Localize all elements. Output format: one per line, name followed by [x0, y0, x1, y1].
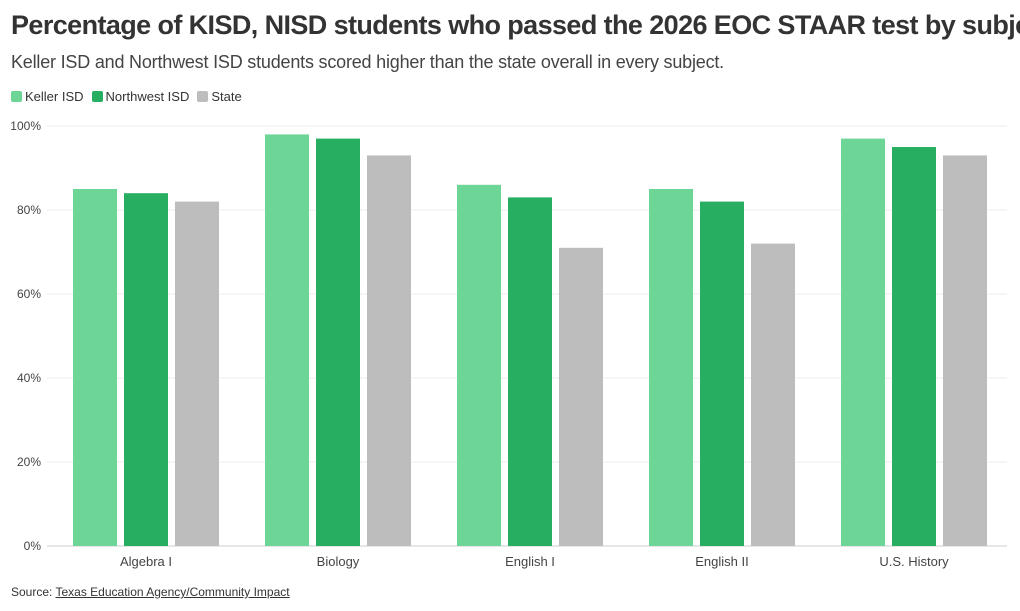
- source-footer: Source: Texas Education Agency/Community…: [11, 585, 290, 599]
- bar-state-4: [943, 155, 987, 546]
- bar-state-3: [751, 243, 795, 546]
- bar-keller-isd-3: [649, 189, 693, 546]
- x-tick-label: English I: [505, 554, 555, 569]
- y-tick-label: 80%: [17, 203, 41, 217]
- chart-title: Percentage of KISD, NISD students who pa…: [11, 10, 1020, 40]
- legend-swatch-keller: [11, 91, 22, 102]
- legend-swatch-state: [197, 91, 209, 102]
- y-tick-label: 20%: [17, 455, 41, 469]
- x-tick-label: Algebra I: [120, 554, 172, 569]
- source-label: Source:: [11, 585, 56, 599]
- legend-item-northwest[interactable]: Northwest ISD: [91, 89, 190, 104]
- legend-label-northwest: Northwest ISD: [105, 89, 190, 104]
- bar-state-0: [175, 201, 219, 546]
- bar-keller-isd-4: [841, 138, 885, 546]
- bar-northwest-isd-1: [316, 138, 360, 546]
- legend: Keller ISD Northwest ISD State: [11, 89, 250, 104]
- x-tick-label: U.S. History: [879, 554, 949, 569]
- bar-keller-isd-2: [457, 184, 501, 547]
- bar-northwest-isd-2: [508, 197, 552, 546]
- bar-state-2: [559, 247, 603, 547]
- bar-keller-isd-0: [73, 189, 117, 546]
- x-tick-label: Biology: [317, 554, 360, 569]
- bar-northwest-isd-4: [892, 147, 936, 546]
- legend-label-state: State: [211, 89, 242, 104]
- source-link[interactable]: Texas Education Agency/Community Impact: [55, 585, 290, 599]
- x-tick-label: English II: [695, 554, 748, 569]
- legend-item-keller[interactable]: Keller ISD: [11, 89, 84, 104]
- legend-item-state[interactable]: State: [197, 89, 242, 104]
- bar-state-1: [367, 155, 411, 546]
- y-tick-label: 60%: [17, 287, 41, 301]
- bar-northwest-isd-0: [124, 193, 168, 546]
- y-tick-label: 40%: [17, 371, 41, 385]
- bar-northwest-isd-3: [700, 201, 744, 546]
- y-tick-label: 0%: [24, 539, 42, 553]
- bar-keller-isd-1: [265, 134, 309, 546]
- y-tick-label: 100%: [10, 119, 41, 133]
- legend-label-keller: Keller ISD: [25, 89, 84, 104]
- chart-subtitle: Keller ISD and Northwest ISD students sc…: [11, 52, 724, 72]
- legend-swatch-northwest: [91, 91, 103, 102]
